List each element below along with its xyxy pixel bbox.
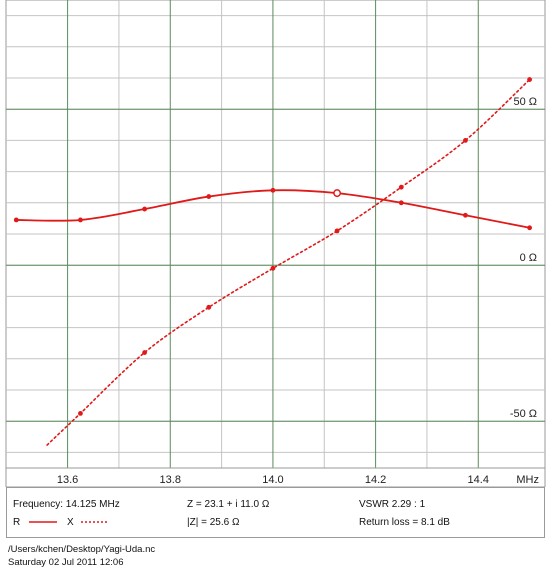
ohm-annotations: 50 Ω 0 Ω -50 Ω [510,96,537,420]
x-tick-label: 13.8 [160,474,181,486]
series-x-point [398,184,404,190]
x-tick-label: 14.0 [262,474,283,486]
series-x-point [527,77,532,82]
x-tick-labels: 13.6 13.8 14.0 14.2 14.4 MHz [57,474,539,486]
x-tick-label: 13.6 [57,474,78,486]
x-unit-label: MHz [516,474,539,486]
file-path: /Users/kchen/Desktop/Yagi-Uda.nc [8,544,156,555]
series-r-point [463,212,468,218]
ohm-label: -50 Ω [510,408,537,420]
series-r-point [142,206,148,212]
series-r-point [13,217,19,223]
vswr-readout: VSWR 2.29 : 1 [359,499,426,510]
x-tick-label: 14.2 [365,474,386,486]
grid [6,0,545,469]
series-x-point [206,304,212,310]
series-r-point [78,217,83,223]
impedance-readout: Z = 23.1 + i 11.0 Ω [187,499,270,510]
series-r-point [527,225,532,231]
ohm-label: 50 Ω [513,96,537,108]
magnitude-readout: |Z| = 25.6 Ω [187,517,240,528]
series-x-point [142,350,148,355]
readout-panel: Frequency: 14.125 MHz Z = 23.1 + i 11.0 … [6,487,545,538]
series-x-point [463,138,468,143]
legend-r-swatch [29,521,57,523]
series-r-point [206,194,212,199]
legend-r-label: R [13,517,21,528]
ohm-label: 0 Ω [520,252,537,264]
impedance-plot: 13.6 13.8 14.0 14.2 14.4 MHz 50 Ω 0 Ω -50 Ω [5,0,546,487]
series-x-point [334,228,340,234]
timestamp: Saturday 02 Jul 2011 12:06 [8,557,124,568]
frequency-marker [333,189,342,198]
series-r-point [398,200,404,206]
series-x-point [78,411,83,416]
legend-x-label: X [67,517,74,528]
series-x-point [270,265,276,271]
series-r-point [270,187,276,193]
series-layer [13,77,532,446]
plot-frame [5,0,546,487]
return-loss-readout: Return loss = 8.1 dB [359,517,450,528]
legend-x-swatch [81,521,109,523]
frequency-readout: Frequency: 14.125 MHz [13,499,120,510]
x-tick-label: 14.4 [468,474,489,486]
